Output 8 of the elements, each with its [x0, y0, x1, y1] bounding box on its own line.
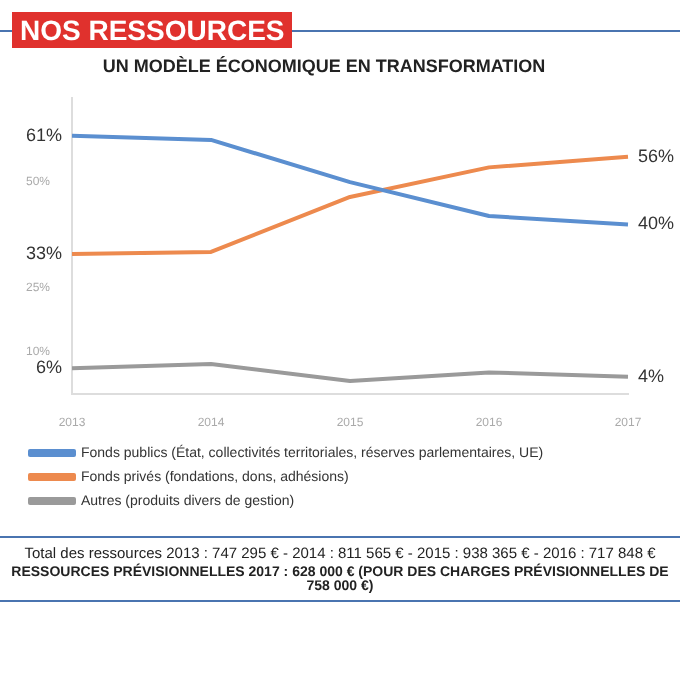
data-label: 40%: [638, 213, 675, 234]
chart-subtitle: UN MODÈLE ÉCONOMIQUE EN TRANSFORMATION: [102, 55, 546, 76]
data-label: 4%: [638, 365, 665, 386]
data-label: 33%: [25, 243, 63, 264]
chart-title: NOS RESSOURCES: [12, 12, 293, 48]
data-label: 56%: [638, 145, 675, 166]
data-label: 61%: [25, 124, 63, 145]
data-label: 6%: [35, 357, 63, 378]
